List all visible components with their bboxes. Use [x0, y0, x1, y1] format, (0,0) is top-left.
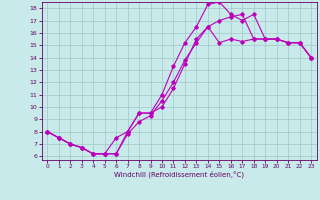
X-axis label: Windchill (Refroidissement éolien,°C): Windchill (Refroidissement éolien,°C)	[114, 171, 244, 178]
